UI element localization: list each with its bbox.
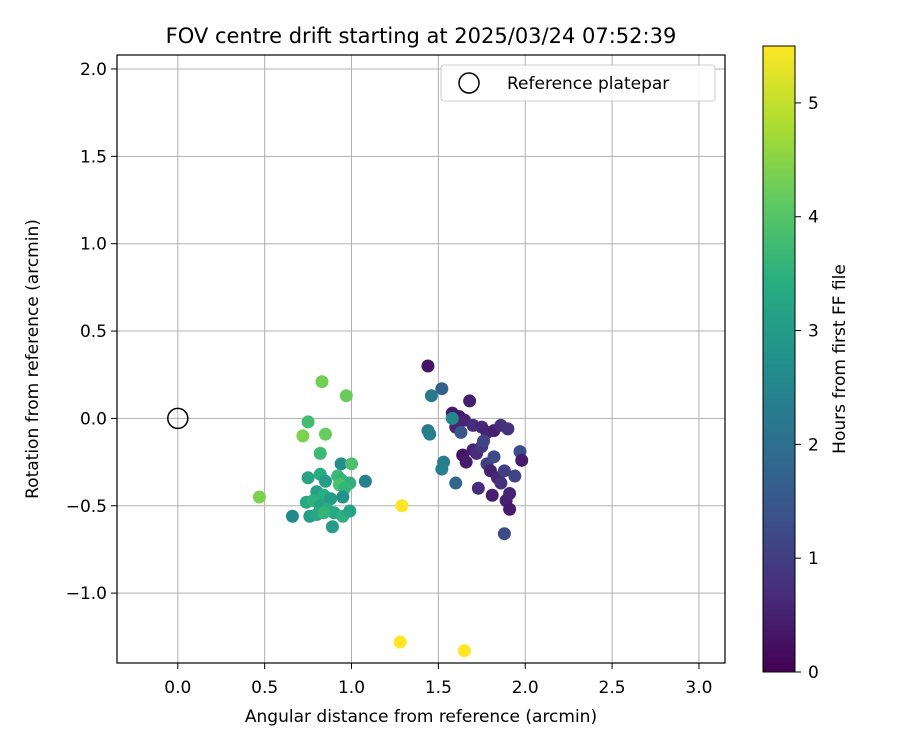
reference-marker-layer <box>167 407 189 430</box>
colorbar-tick-label: 0 <box>808 663 819 683</box>
data-point <box>345 457 359 471</box>
x-tick-label: 2.0 <box>512 678 539 698</box>
data-point <box>336 490 350 504</box>
legend: Reference platepar <box>440 64 716 102</box>
data-point <box>334 457 348 471</box>
plot-frame <box>116 54 726 664</box>
data-point <box>449 476 463 490</box>
data-point <box>423 427 437 441</box>
data-point <box>339 389 353 403</box>
grid-lines <box>117 55 725 663</box>
data-point <box>457 644 471 658</box>
y-axis-ticks: −1.0 −0.5 0.0 0.5 1.0 1.5 2.0 <box>66 60 117 604</box>
data-point <box>471 481 485 495</box>
colorbar-label: Hours from first FF file <box>830 264 850 454</box>
legend-box <box>440 64 716 102</box>
y-tick-label: 2.0 <box>80 60 107 80</box>
data-point <box>497 464 511 478</box>
x-axis-label: Angular distance from reference (arcmin) <box>245 707 597 727</box>
data-point <box>487 450 501 464</box>
data-point <box>358 474 372 488</box>
x-tick-label: 1.0 <box>338 678 365 698</box>
data-points <box>252 359 529 658</box>
data-point <box>435 462 449 476</box>
data-point <box>445 411 459 425</box>
colorbar-tick-label: 3 <box>808 322 819 342</box>
data-point <box>515 453 529 467</box>
colorbar <box>762 45 796 673</box>
y-axis-label: Rotation from reference (arcmin) <box>23 219 43 499</box>
data-point <box>343 504 357 518</box>
data-point <box>393 635 407 649</box>
data-point <box>459 455 473 469</box>
data-point <box>454 425 468 439</box>
data-point <box>503 502 517 516</box>
x-axis-ticks: 0.0 0.5 1.0 1.5 2.0 2.5 3.0 <box>164 663 712 698</box>
data-point <box>301 415 315 429</box>
reference-platepar-marker <box>167 407 189 430</box>
data-point <box>313 446 327 460</box>
data-point <box>285 509 299 523</box>
data-point <box>508 469 522 483</box>
data-point <box>424 389 438 403</box>
data-point <box>318 427 332 441</box>
y-tick-label: −1.0 <box>66 584 107 604</box>
colorbar-ticks: 0 1 2 3 4 5 <box>795 94 819 683</box>
y-tick-label: 1.0 <box>80 235 107 255</box>
colorbar-tick-label: 1 <box>808 549 819 569</box>
x-tick-label: 1.5 <box>425 678 452 698</box>
colorbar-tick-label: 5 <box>808 94 819 114</box>
data-point <box>325 520 339 534</box>
data-point <box>501 422 515 436</box>
data-point <box>252 490 266 504</box>
colorbar-tick-label: 4 <box>808 208 819 228</box>
data-point <box>477 434 491 448</box>
x-tick-label: 0.0 <box>164 678 191 698</box>
data-point <box>463 394 477 408</box>
colorbar-tick-label: 2 <box>808 435 819 455</box>
legend-marker-open-circle <box>458 72 480 94</box>
y-tick-label: 1.5 <box>80 147 107 167</box>
data-point <box>296 429 310 443</box>
data-point <box>497 527 511 541</box>
data-point <box>317 506 331 520</box>
data-point <box>485 488 499 502</box>
data-point <box>435 382 449 396</box>
data-point <box>315 375 329 389</box>
data-point <box>494 476 508 490</box>
data-point <box>395 499 409 513</box>
data-point <box>421 359 435 373</box>
y-tick-label: −0.5 <box>66 497 107 517</box>
x-tick-label: 0.5 <box>251 678 278 698</box>
data-point <box>301 471 315 485</box>
data-point <box>503 487 517 501</box>
y-tick-label: 0.5 <box>80 322 107 342</box>
x-tick-label: 3.0 <box>685 678 712 698</box>
legend-label: Reference platepar <box>507 74 669 94</box>
data-point <box>318 474 332 488</box>
x-tick-label: 2.5 <box>599 678 626 698</box>
data-point <box>324 492 338 506</box>
y-tick-label: 0.0 <box>80 409 107 429</box>
chart-title: FOV centre drift starting at 2025/03/24 … <box>166 24 677 48</box>
